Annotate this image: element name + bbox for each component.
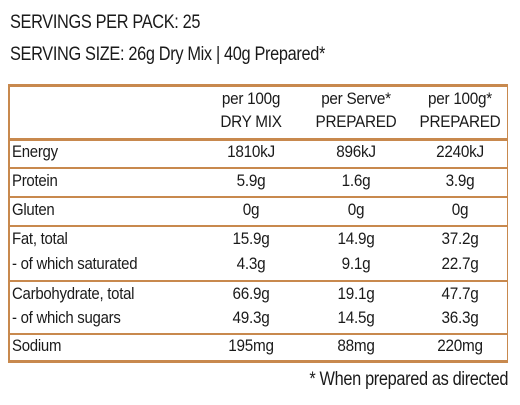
energy-prepared-value: 2240kJ: [436, 142, 484, 161]
protein-serve-value: 1.6g: [341, 171, 371, 190]
protein-dry-value: 5.9g: [236, 171, 266, 190]
sodium-prepared-value: 220mg: [437, 336, 483, 355]
carbohydrate-prepared-value: 47.7g: [441, 284, 479, 303]
sodium-dry-value: 195mg: [228, 336, 274, 355]
row-label-carbohydrate: Carbohydrate, total: [12, 284, 135, 303]
table-border-bottom: [8, 360, 508, 363]
table-border-left: [8, 84, 10, 362]
column-header-line1: per 100g*: [428, 89, 492, 108]
gluten-dry-value: 0g: [242, 200, 260, 219]
saturated-dry-value: 4.3g: [236, 254, 266, 273]
gluten-prepared-value: 0g: [451, 200, 469, 219]
row-label-saturated: - of which saturated: [12, 254, 138, 273]
sugars-prepared-value: 36.3g: [441, 308, 479, 327]
row-label-gluten: Gluten: [12, 200, 55, 219]
row-divider: [8, 333, 508, 335]
row-divider: [8, 280, 508, 282]
column-header-line2: PREPARED: [315, 112, 397, 131]
row-divider: [8, 167, 508, 169]
header-divider: [8, 138, 508, 141]
saturated-prepared-value: 22.7g: [441, 254, 479, 273]
column-header-line2: PREPARED: [419, 112, 501, 131]
row-label-sodium: Sodium: [12, 336, 62, 355]
gluten-serve-value: 0g: [347, 200, 365, 219]
energy-serve-value: 896kJ: [336, 142, 376, 161]
energy-dry-value: 1810kJ: [227, 142, 275, 161]
fat-dry-value: 15.9g: [232, 229, 270, 248]
fat-prepared-value: 37.2g: [441, 229, 479, 248]
carbohydrate-dry-value: 66.9g: [232, 284, 270, 303]
footnote: * When prepared as directed: [309, 369, 508, 390]
table-border-right: [506, 84, 508, 362]
table-border-top: [8, 84, 508, 87]
protein-prepared-value: 3.9g: [445, 171, 475, 190]
saturated-serve-value: 9.1g: [341, 254, 371, 273]
row-label-fat-total: Fat, total: [12, 229, 68, 248]
row-label-energy: Energy: [12, 142, 58, 161]
nutrition-table: per 100g DRY MIX per Serve* PREPARED per…: [8, 84, 508, 363]
sugars-dry-value: 49.3g: [232, 308, 270, 327]
row-divider: [8, 225, 508, 227]
column-header-line2: DRY MIX: [220, 112, 282, 131]
serving-size: SERVING SIZE: 26g Dry Mix | 40g Prepared…: [10, 44, 325, 65]
row-label-sugars: - of which sugars: [12, 308, 121, 327]
servings-per-pack: SERVINGS PER PACK: 25: [10, 12, 201, 33]
row-label-protein: Protein: [12, 171, 58, 190]
fat-serve-value: 14.9g: [337, 229, 375, 248]
column-header-line1: per Serve*: [321, 89, 391, 108]
sugars-serve-value: 14.5g: [337, 308, 375, 327]
sodium-serve-value: 88mg: [337, 336, 375, 355]
column-header-line1: per 100g: [221, 89, 281, 108]
row-divider: [8, 196, 508, 198]
carbohydrate-serve-value: 19.1g: [337, 284, 375, 303]
